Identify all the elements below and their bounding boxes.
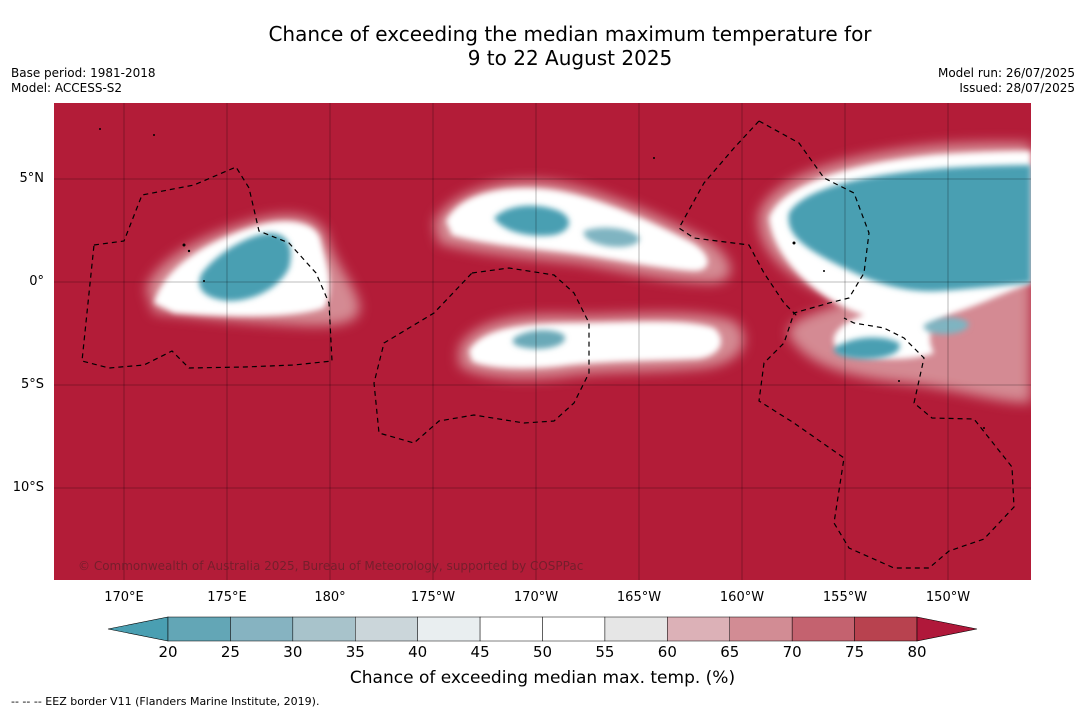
eez-legend-note: -- -- -- EEZ border V11 (Flanders Marine… bbox=[11, 695, 320, 708]
map-gridlines bbox=[54, 103, 1031, 580]
lon-label-165w: 165°W bbox=[616, 590, 662, 605]
anomaly-region-north-central bbox=[434, 180, 731, 283]
issued-date: Issued: 28/07/2025 bbox=[959, 81, 1075, 95]
model-name: Model: ACCESS-S2 bbox=[11, 81, 123, 95]
colorbar-tick-label: 20 bbox=[158, 643, 178, 661]
colorbar-tick-label: 25 bbox=[220, 643, 240, 661]
lon-label-170w: 170°W bbox=[513, 590, 559, 605]
colorbar-over-triangle bbox=[916, 616, 978, 642]
page-title: Chance of exceeding the median maximum t… bbox=[0, 22, 1085, 70]
colorbar bbox=[107, 616, 978, 642]
lat-label-0: 0° bbox=[29, 274, 44, 289]
copyright-notice: © Commonwealth of Australia 2025, Bureau… bbox=[78, 559, 584, 573]
colorbar-cell bbox=[417, 616, 481, 642]
colorbar-tick-label: 55 bbox=[595, 643, 615, 661]
colorbar-under-triangle bbox=[107, 616, 169, 642]
meta-left: Base period: 1981-2018 Model: ACCESS-S2 bbox=[11, 66, 156, 96]
colorbar-cell bbox=[604, 616, 668, 642]
colorbar-cells bbox=[167, 616, 918, 642]
colorbar-tick-label: 30 bbox=[283, 643, 303, 661]
base-period: Base period: 1981-2018 bbox=[11, 66, 156, 80]
colorbar-tick-label: 50 bbox=[532, 643, 553, 661]
colorbar-tick-label: 35 bbox=[345, 643, 365, 661]
anomaly-region-south-central bbox=[459, 313, 744, 379]
map-svg bbox=[54, 103, 1031, 580]
colorbar-tick-label: 75 bbox=[845, 643, 865, 661]
lat-label-10s: 10°S bbox=[12, 480, 44, 495]
lon-label-175e: 175°E bbox=[207, 590, 247, 605]
lon-label-150w: 150°W bbox=[925, 590, 971, 605]
title-line-2: 9 to 22 August 2025 bbox=[467, 46, 673, 70]
colorbar-cell bbox=[854, 616, 918, 642]
lat-label-5s: 5°S bbox=[20, 377, 44, 392]
colorbar-cell bbox=[479, 616, 543, 642]
colorbar-tick-label: 40 bbox=[408, 643, 428, 661]
colorbar-cell bbox=[230, 616, 294, 642]
colorbar-tick-label: 65 bbox=[720, 643, 740, 661]
forecast-map[interactable] bbox=[54, 103, 1031, 580]
colorbar-cell bbox=[542, 616, 606, 642]
anomaly-region-west bbox=[146, 214, 360, 326]
lon-label-155w: 155°W bbox=[822, 590, 868, 605]
colorbar-cell bbox=[355, 616, 418, 642]
colorbar-cell bbox=[791, 616, 855, 642]
lat-label-5n: 5°N bbox=[19, 171, 45, 186]
colorbar-cell bbox=[292, 616, 356, 642]
colorbar-cell bbox=[667, 616, 730, 642]
colorbar-cell bbox=[729, 616, 793, 642]
colorbar-tick-label: 60 bbox=[657, 643, 677, 661]
colorbar-label: Chance of exceeding median max. temp. (%… bbox=[349, 668, 736, 688]
meta-right: Model run: 26/07/2025 Issued: 28/07/2025 bbox=[938, 66, 1075, 96]
title-line-1: Chance of exceeding the median maximum t… bbox=[268, 22, 872, 46]
eez-borders bbox=[81, 120, 1015, 569]
model-run: Model run: 26/07/2025 bbox=[937, 66, 1075, 80]
lon-label-160w: 160°W bbox=[719, 590, 765, 605]
lon-label-170e: 170°E bbox=[104, 590, 144, 605]
anomaly-region-east bbox=[758, 142, 1031, 403]
colorbar-tick-label: 70 bbox=[782, 643, 802, 661]
colorbar-cell bbox=[167, 616, 231, 642]
islands bbox=[99, 128, 985, 429]
lon-label-175w: 175°W bbox=[410, 590, 456, 605]
colorbar-tick-label: 80 bbox=[907, 643, 927, 661]
lon-label-180: 180° bbox=[314, 590, 346, 605]
colorbar-tick-label: 45 bbox=[470, 643, 490, 661]
